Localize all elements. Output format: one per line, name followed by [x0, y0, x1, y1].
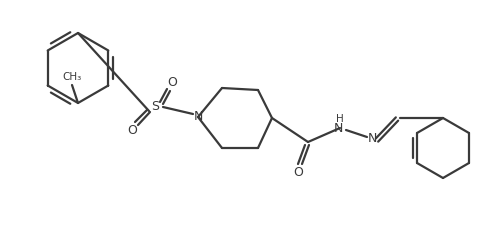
Text: H: H [336, 114, 344, 124]
Text: N: N [367, 131, 377, 145]
Text: N: N [193, 111, 203, 123]
Text: S: S [151, 101, 159, 114]
Text: CH₃: CH₃ [62, 72, 82, 82]
Text: O: O [293, 165, 303, 178]
Text: O: O [127, 123, 137, 136]
Text: N: N [333, 123, 343, 136]
Text: O: O [167, 76, 177, 89]
